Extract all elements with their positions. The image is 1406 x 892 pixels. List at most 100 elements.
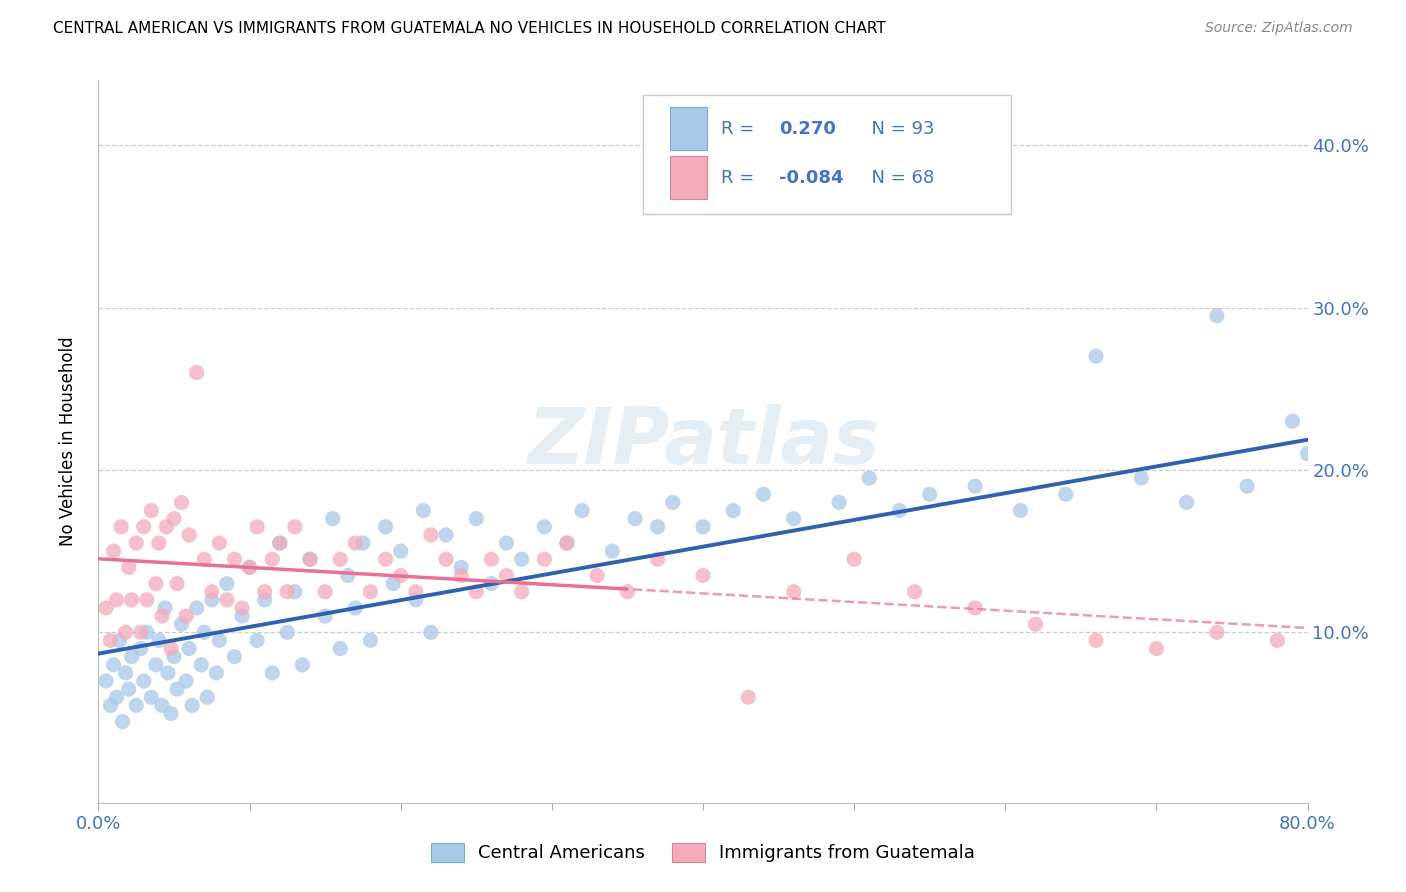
Point: [224, 552, 246, 566]
Text: N = 68: N = 68: [860, 169, 935, 186]
FancyBboxPatch shape: [643, 95, 1011, 214]
Point: [208, 633, 231, 648]
Point: [737, 690, 759, 705]
Text: N = 93: N = 93: [860, 120, 935, 137]
Point: [125, 536, 148, 550]
Point: [360, 633, 382, 648]
Point: [344, 536, 367, 550]
Point: [155, 520, 177, 534]
Point: [141, 503, 163, 517]
Point: [616, 584, 638, 599]
Point: [533, 520, 555, 534]
Point: [246, 633, 269, 648]
Point: [889, 503, 911, 517]
Point: [412, 503, 434, 517]
Point: [904, 584, 927, 599]
Point: [344, 601, 367, 615]
Point: [420, 625, 443, 640]
Point: [186, 366, 208, 380]
Point: [105, 592, 128, 607]
Point: [844, 552, 866, 566]
Point: [495, 568, 517, 582]
Point: [239, 560, 262, 574]
Point: [262, 665, 284, 680]
Point: [723, 503, 745, 517]
Point: [153, 601, 176, 615]
Point: [1024, 617, 1046, 632]
FancyBboxPatch shape: [671, 156, 707, 200]
Point: [1085, 633, 1108, 648]
Point: [166, 576, 188, 591]
Point: [555, 536, 578, 550]
FancyBboxPatch shape: [671, 107, 707, 151]
Point: [269, 536, 291, 550]
Point: [110, 520, 132, 534]
Point: [166, 682, 188, 697]
Point: [752, 487, 775, 501]
Point: [434, 528, 457, 542]
Point: [783, 584, 806, 599]
Point: [828, 495, 851, 509]
Point: [314, 609, 336, 624]
Point: [374, 552, 396, 566]
Point: [1327, 487, 1350, 501]
Text: 0.270: 0.270: [779, 120, 837, 137]
Point: [201, 584, 224, 599]
Text: Source: ZipAtlas.com: Source: ZipAtlas.com: [1205, 21, 1353, 36]
Point: [276, 584, 298, 599]
Point: [224, 649, 246, 664]
Point: [284, 520, 307, 534]
Point: [510, 552, 533, 566]
Point: [336, 568, 359, 582]
Point: [156, 665, 179, 680]
Point: [360, 584, 382, 599]
Point: [1010, 503, 1032, 517]
Point: [450, 568, 472, 582]
Point: [179, 528, 201, 542]
Legend: Central Americans, Immigrants from Guatemala: Central Americans, Immigrants from Guate…: [432, 843, 974, 863]
Point: [269, 536, 291, 550]
Point: [163, 649, 186, 664]
Point: [555, 536, 578, 550]
Point: [586, 568, 609, 582]
Point: [215, 576, 238, 591]
Point: [114, 665, 136, 680]
Point: [329, 552, 352, 566]
Point: [190, 657, 212, 672]
Point: [661, 495, 683, 509]
Point: [1267, 633, 1289, 648]
Point: [329, 641, 352, 656]
Point: [965, 479, 987, 493]
Point: [1206, 309, 1229, 323]
Point: [193, 625, 215, 640]
Point: [148, 633, 170, 648]
Point: [434, 552, 457, 566]
Point: [918, 487, 941, 501]
Point: [510, 584, 533, 599]
Point: [231, 609, 253, 624]
Point: [246, 520, 269, 534]
Point: [105, 690, 128, 705]
Point: [1175, 495, 1198, 509]
Point: [1085, 349, 1108, 363]
Point: [145, 657, 167, 672]
Point: [208, 536, 231, 550]
Point: [1144, 641, 1167, 656]
Point: [276, 625, 298, 640]
Point: [231, 601, 253, 615]
Point: [186, 601, 208, 615]
Point: [111, 714, 134, 729]
Point: [174, 673, 197, 688]
Point: [405, 584, 427, 599]
Point: [132, 520, 155, 534]
Point: [100, 633, 122, 648]
Point: [783, 511, 806, 525]
Point: [141, 690, 163, 705]
Point: [602, 544, 624, 558]
Point: [129, 641, 152, 656]
Point: [965, 601, 987, 615]
Point: [163, 511, 186, 525]
Point: [389, 568, 412, 582]
Point: [262, 552, 284, 566]
Point: [103, 657, 125, 672]
